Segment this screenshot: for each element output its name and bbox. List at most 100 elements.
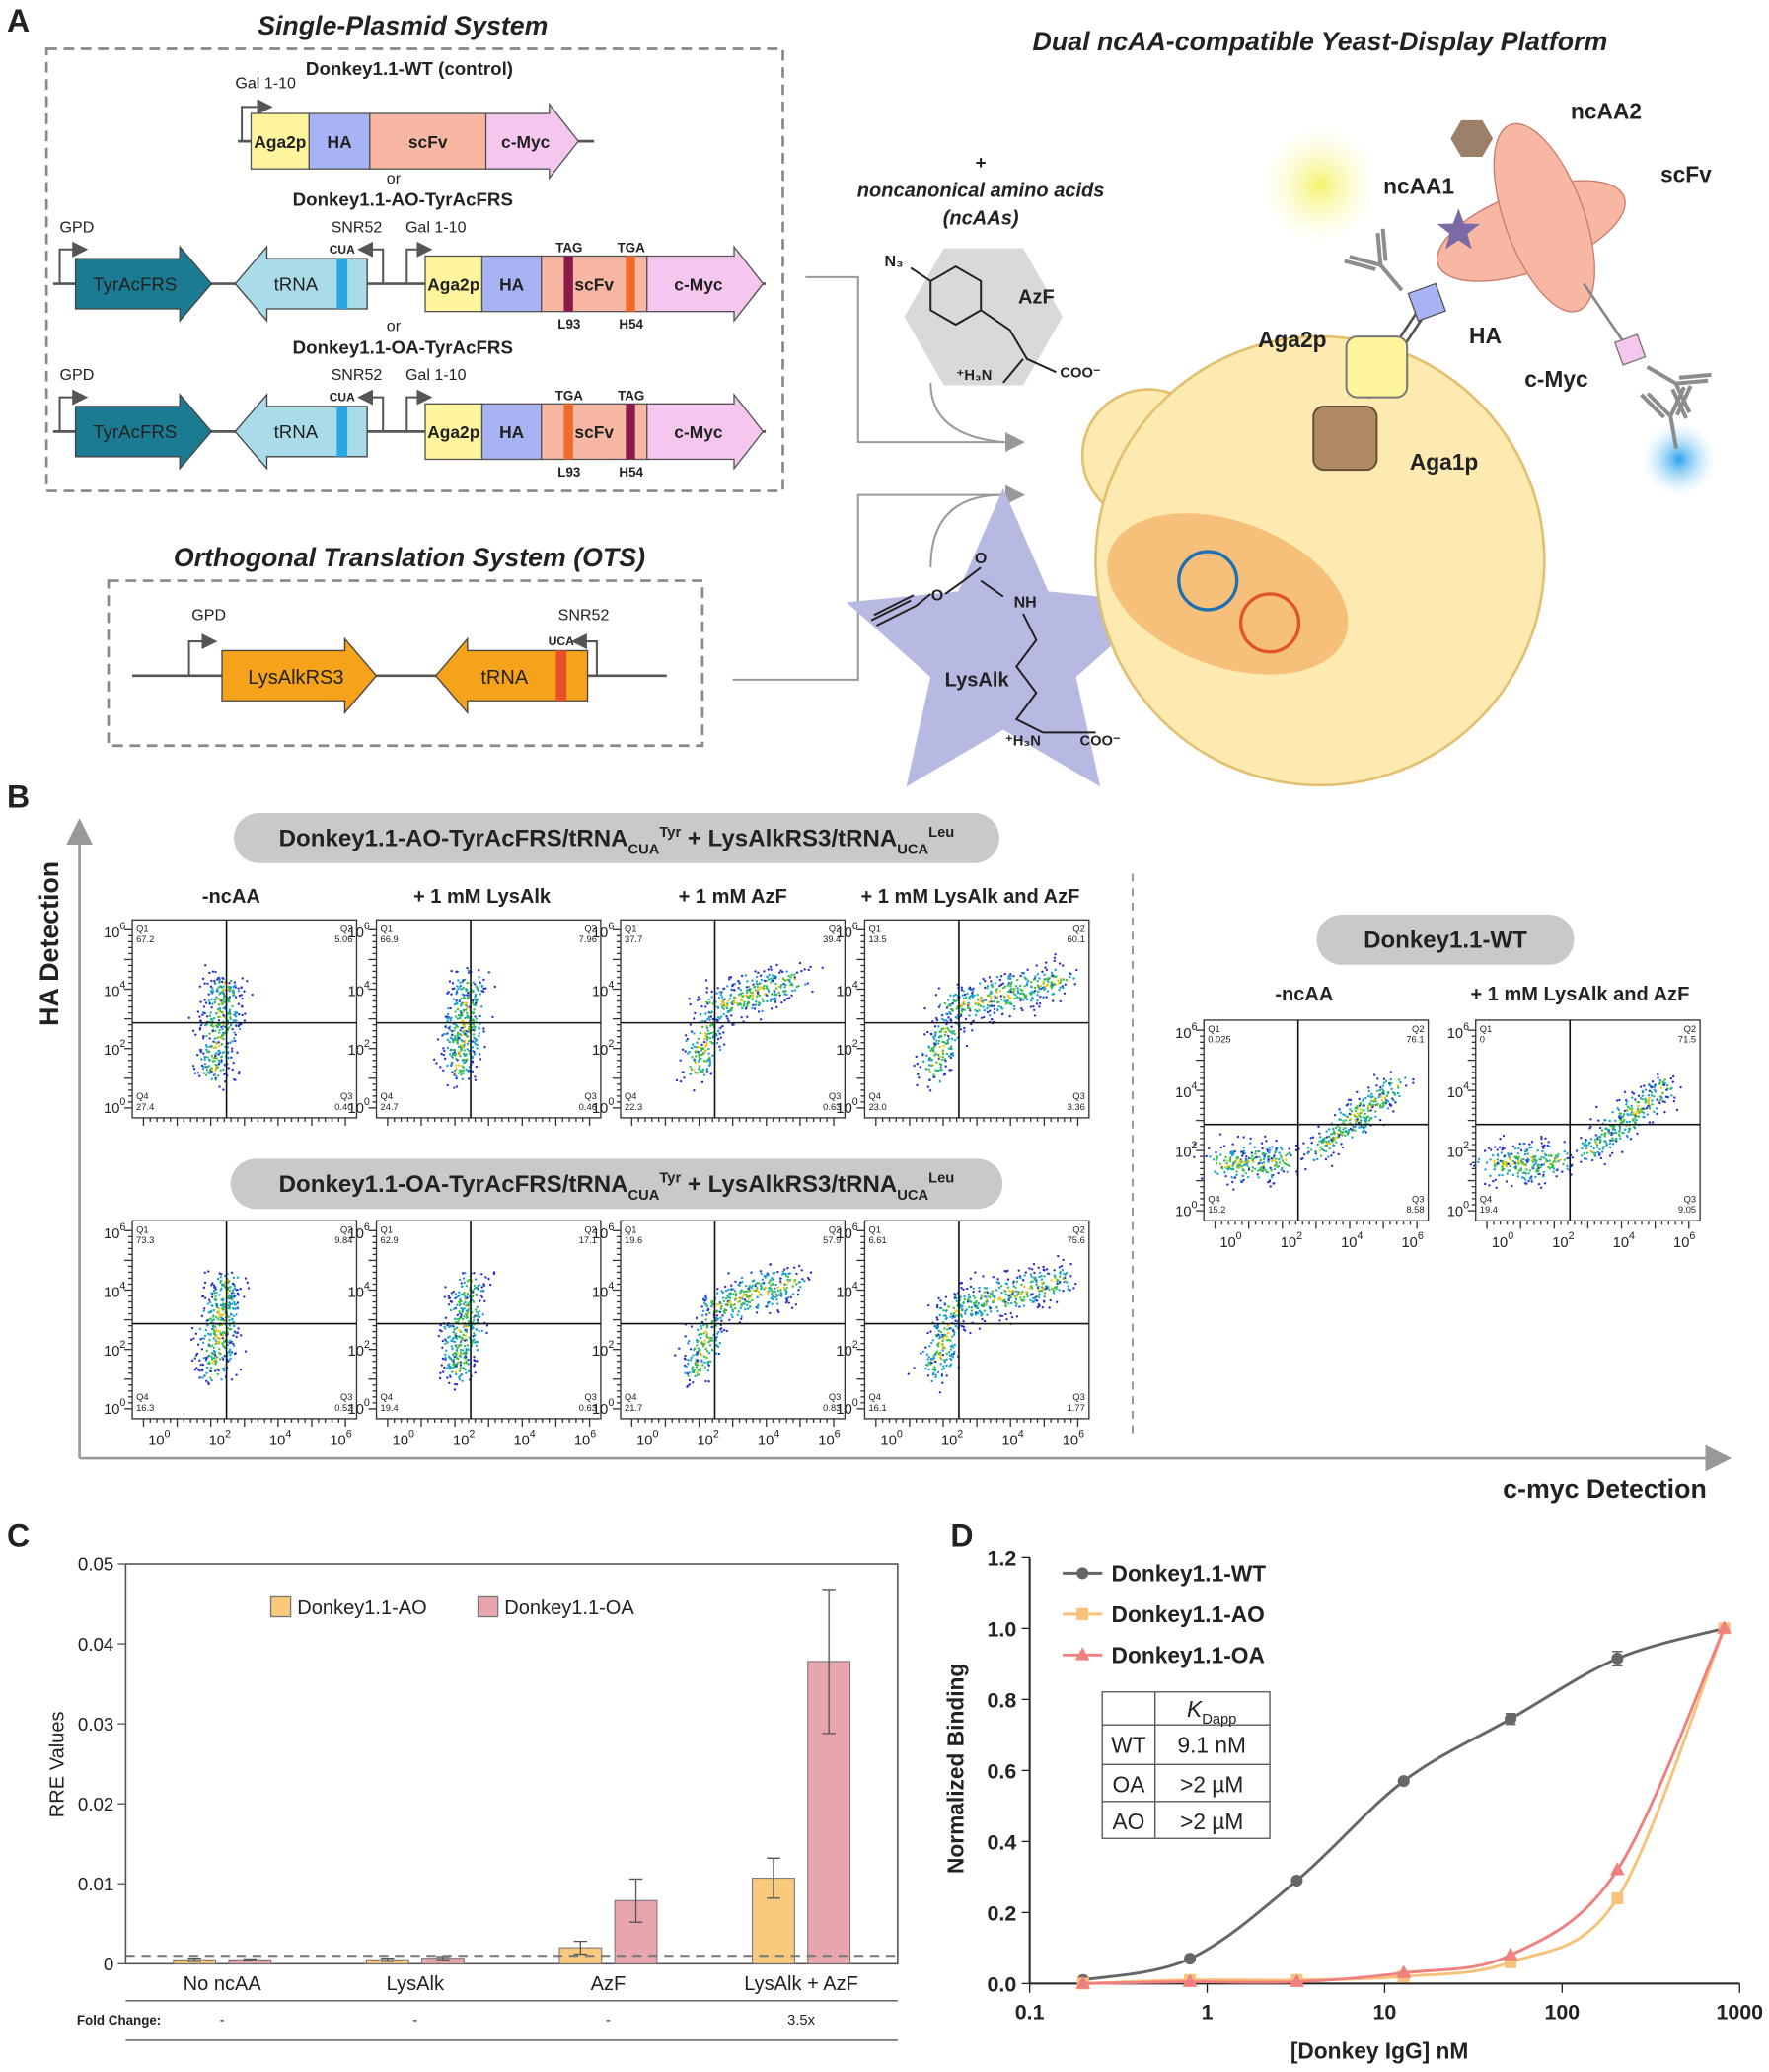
quadrant-name: Q4 (625, 1091, 637, 1101)
cytometry-dot (726, 1017, 729, 1020)
cytometry-dot (204, 964, 207, 967)
cytometry-dot (934, 1373, 937, 1376)
cytometry-dot (487, 1277, 490, 1281)
cytometry-dot (193, 1072, 197, 1074)
cytometry-dot (700, 1025, 704, 1029)
gene-label: TyrAcFRS (93, 421, 177, 442)
cytometry-dot (1346, 1133, 1350, 1136)
cytometry-dot (210, 1068, 213, 1072)
cytometry-dot (1046, 1272, 1050, 1275)
cytometry-dot (770, 977, 773, 980)
cytometry-dot (1064, 1273, 1067, 1277)
cytometry-dot (693, 1089, 696, 1092)
cytometry-dot (706, 1029, 710, 1032)
cytometry-dot (1386, 1107, 1390, 1110)
cytometry-dot (231, 1282, 235, 1286)
cytometry-dot (936, 1342, 940, 1346)
cytometry-dot (1344, 1134, 1347, 1137)
cytometry-dot (941, 1058, 944, 1062)
cytometry-dot (692, 1354, 695, 1357)
gene-label: LysAlkRS3 (248, 667, 343, 689)
cytometry-dot (1062, 1289, 1065, 1293)
cytometry-dot (458, 1016, 462, 1020)
cytometry-dot (1346, 1103, 1350, 1106)
quadrant-name: Q2 (1072, 924, 1085, 933)
cytometry-dot (983, 1302, 986, 1305)
cytometry-dot (1233, 1176, 1237, 1179)
cytometry-dot (474, 1001, 478, 1005)
y-tick-label: 100 (348, 1096, 370, 1117)
cytometry-dot (474, 1078, 478, 1081)
cytometry-dot (1394, 1101, 1397, 1104)
tick-exponent: 6 (1192, 1021, 1198, 1033)
cytometry-dot (1275, 1149, 1278, 1153)
cytometry-dot (960, 988, 964, 992)
cytometry-dot (452, 1048, 456, 1052)
cytometry-dot (217, 1041, 220, 1044)
cytometry-dot (1262, 1151, 1265, 1155)
cytometry-dot (220, 986, 224, 989)
cytometry-dot (942, 1018, 946, 1022)
cytometry-dot (949, 1030, 952, 1033)
cytometry-dot (455, 1068, 458, 1071)
cytometry-dot (707, 998, 710, 1001)
cytometry-dot (699, 1336, 702, 1340)
group-title-sup: Tyr (659, 1170, 681, 1186)
cytometry-dot (1306, 1147, 1310, 1149)
cytometry-dot (943, 1333, 947, 1336)
cytometry-dot (231, 1289, 235, 1292)
gene-label: tRNA (274, 273, 319, 294)
cytometry-dot (689, 1023, 693, 1026)
cytometry-dot (674, 1354, 677, 1357)
cytometry-dot (950, 1358, 953, 1362)
cytometry-dot (970, 1314, 973, 1317)
cytometry-dot (476, 1360, 479, 1363)
cytometry-dot (741, 1295, 744, 1299)
cytometry-dot (1049, 1298, 1052, 1302)
cytometry-dot (751, 979, 754, 982)
cytometry-dot (187, 1016, 190, 1019)
scfv (1493, 122, 1595, 313)
cytometry-dot (214, 1046, 217, 1049)
cytometry-dot (798, 961, 802, 965)
cytometry-dot (210, 1070, 213, 1073)
cytometry-dot (1356, 1112, 1360, 1115)
cytometry-dot (203, 1374, 206, 1377)
cytometry-dot (1045, 996, 1048, 999)
cytometry-dot (1008, 1014, 1011, 1018)
quadrant-name: Q2 (829, 924, 842, 933)
cytometry-dot (453, 1039, 457, 1042)
cytometry-dot (1046, 990, 1050, 993)
cytometry-dot (806, 982, 809, 985)
tick-base: 10 (104, 1043, 119, 1059)
cytometry-dot (482, 987, 485, 991)
cytometry-dot (1030, 1287, 1034, 1290)
cytometry-dot (228, 1010, 232, 1014)
y-tick-label: 100 (836, 1096, 857, 1117)
cytometry-dot (457, 1064, 461, 1067)
cytometry-dot (679, 1079, 683, 1083)
cytometry-dot (468, 1319, 471, 1323)
cytometry-dot (1220, 1167, 1223, 1170)
group-title-part: Donkey1.1-WT (1364, 926, 1527, 953)
cytometry-dot (1059, 1280, 1062, 1284)
cytometry-dot (951, 1314, 955, 1318)
quadrant-value: 16.3 (136, 1403, 154, 1413)
cytometry-dot (1319, 1146, 1322, 1148)
cytometry-dot (447, 1336, 450, 1339)
cytometry-dot (1012, 1281, 1015, 1284)
tick-base: 10 (348, 1043, 364, 1059)
cytometry-dot (983, 1015, 986, 1019)
cytometry-dot (965, 1044, 969, 1048)
cytometry-dot (1270, 1168, 1273, 1172)
cytometry-dot (1245, 1155, 1248, 1158)
tick-exponent: 4 (608, 1280, 614, 1292)
cytometry-dot (1249, 1156, 1252, 1160)
cytometry-dot (1032, 1262, 1036, 1266)
cytometry-dot (953, 1292, 956, 1295)
cytometry-dot (785, 997, 789, 1000)
cytometry-dot (1288, 1164, 1291, 1168)
quadrant-value: 23.0 (868, 1102, 886, 1112)
tick-exponent: 2 (957, 1429, 963, 1441)
